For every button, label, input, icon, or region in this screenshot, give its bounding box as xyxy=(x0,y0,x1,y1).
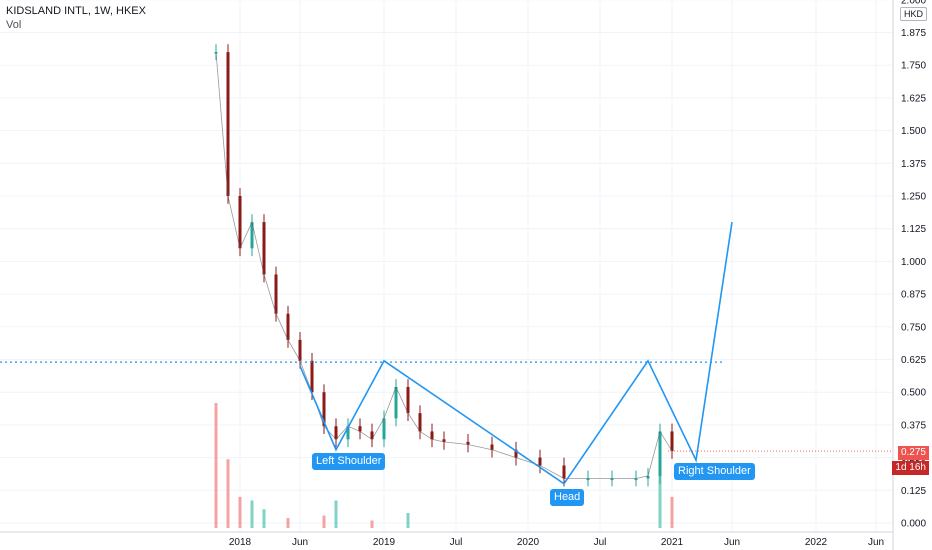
price-close-line xyxy=(215,52,673,479)
y-tick-label: 0.125 xyxy=(901,486,926,497)
candle-body xyxy=(562,465,566,479)
volume-bar xyxy=(250,500,254,528)
candle-body xyxy=(382,418,386,440)
y-tick-label: 0.875 xyxy=(901,290,926,301)
volume-bar xyxy=(406,513,410,528)
candle-body xyxy=(394,386,398,419)
volume-bar xyxy=(334,500,338,528)
candle-body xyxy=(418,413,422,432)
x-tick-label: Jun xyxy=(724,537,740,548)
candle-body xyxy=(610,478,614,481)
y-tick-label: 0.000 xyxy=(901,519,926,530)
x-tick-label: Jun xyxy=(292,537,308,548)
volume-bar xyxy=(658,471,662,528)
x-tick-label: Jun xyxy=(868,537,884,548)
candle-body xyxy=(490,444,494,450)
currency-badge[interactable]: HKD xyxy=(899,7,927,21)
x-tick-label: 2019 xyxy=(373,537,396,548)
x-tick-label: Jul xyxy=(450,537,463,548)
y-tick-label: 1.375 xyxy=(901,159,926,170)
candle-body xyxy=(346,426,350,440)
candle-body xyxy=(262,222,266,275)
pattern-line xyxy=(299,222,733,485)
candle-body xyxy=(406,386,410,414)
symbol-title: KIDSLAND INTL, 1W, HKEX xyxy=(6,5,146,17)
candle-body xyxy=(238,196,242,249)
candle-body xyxy=(310,360,314,393)
countdown-tag: 1d 16h xyxy=(892,461,929,475)
x-tick-label: 2021 xyxy=(661,537,684,548)
last-price-tag: 0.275 xyxy=(897,446,929,460)
candle-body xyxy=(286,313,290,340)
y-tick-label: 1.000 xyxy=(901,257,926,268)
candle-body xyxy=(430,431,434,440)
volume-bar xyxy=(286,518,290,528)
right-shoulder-label: Right Shoulder xyxy=(674,463,755,480)
y-tick-label: 0.375 xyxy=(901,420,926,431)
left-shoulder-label: Left Shoulder xyxy=(312,453,386,470)
candle-body xyxy=(274,274,278,314)
head-label: Head xyxy=(550,489,585,506)
x-tick-label: 2020 xyxy=(517,537,540,548)
x-tick-label: 2018 xyxy=(229,537,252,548)
volume-label: Vol xyxy=(6,19,22,31)
y-tick-label: 1.250 xyxy=(901,192,926,203)
candle-body xyxy=(658,431,662,476)
candle-body xyxy=(634,478,638,481)
candle-body xyxy=(442,439,446,442)
y-tick-label: 0.750 xyxy=(901,322,926,333)
volume-bar xyxy=(238,496,242,528)
volume-bar xyxy=(214,403,218,528)
volume-bar xyxy=(226,459,230,528)
volume-bar xyxy=(262,509,266,528)
y-tick-label: 0.625 xyxy=(901,355,926,366)
candle-body xyxy=(250,222,254,249)
candle-body xyxy=(670,431,674,452)
y-tick-label: 1.500 xyxy=(901,126,926,137)
candle-body xyxy=(538,457,542,466)
candle-body xyxy=(358,426,362,432)
volume-bar xyxy=(370,520,374,528)
y-tick-label: 1.125 xyxy=(901,224,926,235)
candle-body xyxy=(586,478,590,481)
candle-body xyxy=(514,449,518,458)
candle-body xyxy=(370,431,374,440)
candle-body xyxy=(646,475,650,479)
y-tick-label: 2.000 xyxy=(901,0,926,6)
x-tick-label: 2022 xyxy=(805,537,828,548)
candle-body xyxy=(226,52,230,197)
candle-body xyxy=(334,426,338,440)
y-tick-label: 1.875 xyxy=(901,28,926,39)
volume-bar xyxy=(322,515,326,528)
y-tick-label: 1.750 xyxy=(901,61,926,72)
candle-body xyxy=(298,339,302,361)
candle-body xyxy=(466,441,470,445)
volume-bar xyxy=(670,496,674,528)
chart-legend: KIDSLAND INTL, 1W, HKEX Vol xyxy=(6,4,146,32)
candle-body xyxy=(322,392,326,427)
y-tick-label: 1.625 xyxy=(901,93,926,104)
x-tick-label: Jul xyxy=(594,537,607,548)
y-tick-label: 0.500 xyxy=(901,388,926,399)
